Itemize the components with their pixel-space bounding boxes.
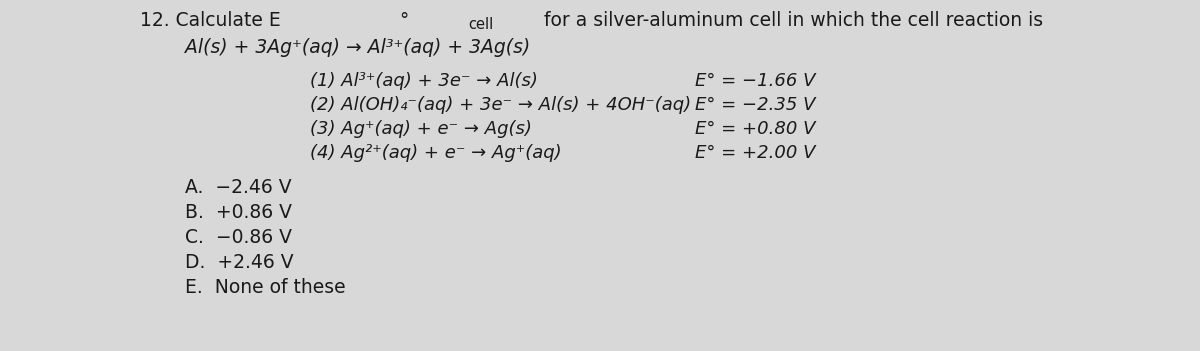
Text: A.  −2.46 V: A. −2.46 V [185,178,292,197]
Text: (1) Al³⁺(aq) + 3e⁻ → Al(s): (1) Al³⁺(aq) + 3e⁻ → Al(s) [310,72,538,90]
Text: E° = −1.66 V: E° = −1.66 V [695,72,816,90]
Text: for a silver-aluminum cell in which the cell reaction is: for a silver-aluminum cell in which the … [539,11,1044,30]
Text: C.  −0.86 V: C. −0.86 V [185,228,292,247]
Text: E° = −2.35 V: E° = −2.35 V [695,96,816,114]
Text: 12. Calculate E: 12. Calculate E [140,11,281,30]
Text: E° = +2.00 V: E° = +2.00 V [695,144,816,162]
Text: (2) Al(OH)₄⁻(aq) + 3e⁻ → Al(s) + 4OH⁻(aq): (2) Al(OH)₄⁻(aq) + 3e⁻ → Al(s) + 4OH⁻(aq… [310,96,691,114]
Text: (3) Ag⁺(aq) + e⁻ → Ag(s): (3) Ag⁺(aq) + e⁻ → Ag(s) [310,120,532,138]
Text: °: ° [400,11,408,30]
Text: Al(s) + 3Ag⁺(aq) → Al³⁺(aq) + 3Ag(s): Al(s) + 3Ag⁺(aq) → Al³⁺(aq) + 3Ag(s) [185,38,530,57]
Text: E° = +0.80 V: E° = +0.80 V [695,120,816,138]
Text: cell: cell [469,17,494,32]
Text: (4) Ag²⁺(aq) + e⁻ → Ag⁺(aq): (4) Ag²⁺(aq) + e⁻ → Ag⁺(aq) [310,144,562,162]
Text: E.  None of these: E. None of these [185,278,346,297]
Text: D.  +2.46 V: D. +2.46 V [185,253,294,272]
Text: B.  +0.86 V: B. +0.86 V [185,203,292,222]
